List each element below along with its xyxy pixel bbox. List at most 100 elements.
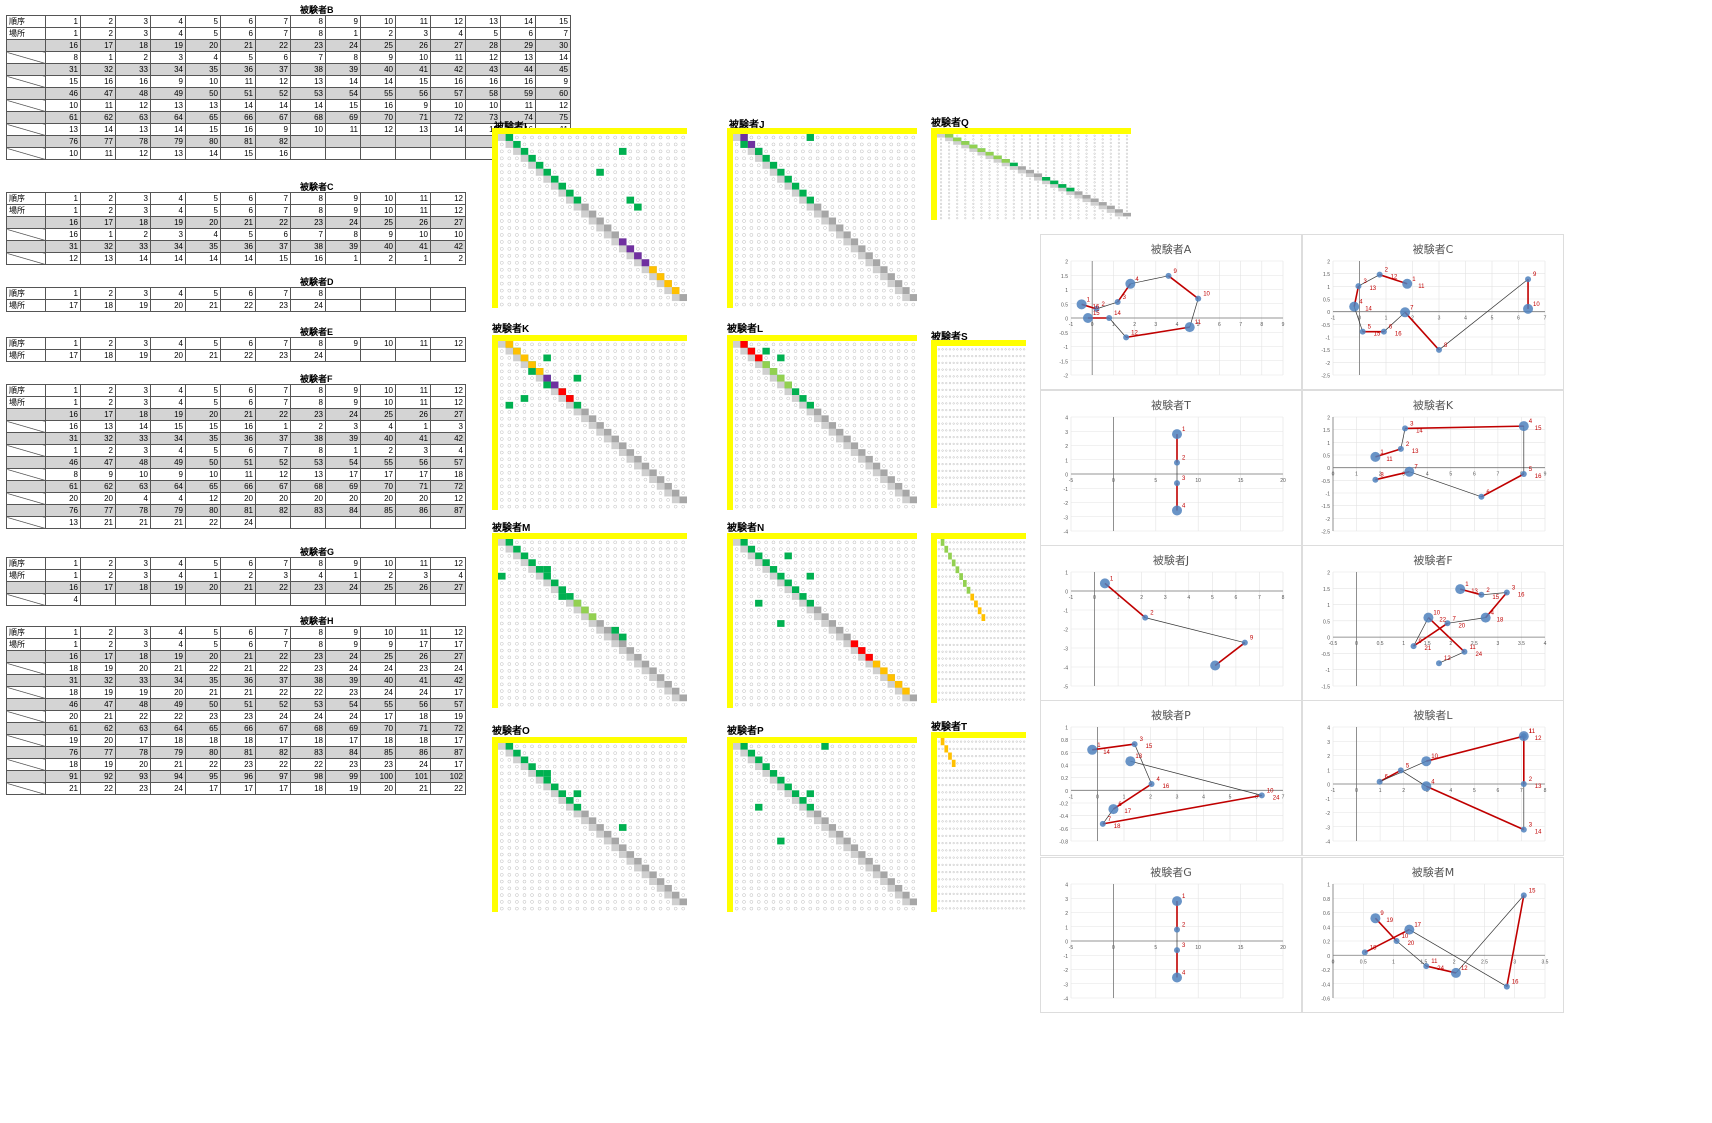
matrix-zero <box>960 415 963 418</box>
matrix-zero <box>815 403 820 407</box>
matrix-zero <box>974 388 978 391</box>
matrix-zero <box>1101 199 1104 202</box>
matrix-zero <box>1019 422 1022 425</box>
matrix-zero <box>522 457 527 462</box>
matrix-zero <box>499 205 504 209</box>
matrix-zero <box>779 219 783 223</box>
table-cell: 9 <box>325 384 361 397</box>
matrix-zero <box>1008 429 1011 432</box>
matrix-zero <box>1012 210 1015 213</box>
table-cell: 48 <box>115 87 151 100</box>
matrix-zero <box>1000 483 1003 486</box>
matrix-zero <box>734 177 739 182</box>
matrix-zero <box>786 295 790 300</box>
matrix-zero <box>530 184 534 188</box>
matrix-zero <box>911 302 916 307</box>
matrix-zero <box>904 471 908 475</box>
matrix-zero <box>956 429 959 432</box>
matrix-cell <box>762 161 770 169</box>
matrix-cell <box>747 140 756 148</box>
matrix-cell <box>1050 184 1059 188</box>
table-cell: 6 <box>220 192 256 205</box>
matrix-zero <box>1045 195 1048 198</box>
matrix-zero <box>636 247 640 251</box>
matrix-zero <box>980 184 983 187</box>
matrix-zero <box>749 170 754 175</box>
matrix-zero <box>530 403 534 407</box>
matrix-zero <box>960 463 963 466</box>
matrix-zero <box>598 491 602 495</box>
table-cell: 34 <box>150 63 186 76</box>
table-cell: 6 <box>220 204 256 217</box>
matrix-zero <box>982 368 985 371</box>
matrix-zero <box>896 274 901 279</box>
matrix-zero <box>786 260 790 265</box>
matrix-zero <box>628 149 633 154</box>
table-cell: 19 <box>80 662 116 675</box>
table-cell <box>430 135 466 148</box>
matrix-zero <box>583 177 587 182</box>
table-cell: 11 <box>80 99 116 112</box>
matrix-zero <box>613 362 617 367</box>
matrix-zero <box>860 142 864 147</box>
table-cell: 20 <box>150 299 186 312</box>
matrix-zero <box>651 444 655 448</box>
matrix-zero <box>830 205 835 209</box>
matrix-zero <box>590 247 595 251</box>
matrix-zero <box>628 560 633 565</box>
matrix-zero <box>867 156 871 161</box>
matrix-zero <box>948 152 951 155</box>
matrix-zero <box>749 504 754 509</box>
matrix-zero <box>507 274 512 279</box>
matrix-zero <box>568 254 572 258</box>
table-cell: 17 <box>80 581 116 594</box>
matrix-zero <box>952 449 955 452</box>
matrix-zero <box>681 369 685 374</box>
table-cell: 12 <box>430 192 466 205</box>
matrix-zero <box>1000 456 1003 459</box>
table-cell: 3 <box>115 444 151 457</box>
matrix-cell <box>813 210 822 218</box>
matrix-zero <box>605 191 610 195</box>
matrix-zero <box>605 163 610 168</box>
matrix-zero <box>1053 156 1056 159</box>
matrix-zero <box>1004 188 1007 191</box>
matrix-zero <box>988 206 991 209</box>
matrix-zero <box>568 444 572 448</box>
matrix-zero <box>937 496 940 499</box>
matrix-zero <box>673 444 678 448</box>
matrix-zero <box>666 254 670 258</box>
matrix-zero <box>823 362 827 367</box>
table-cell: 14 <box>115 420 151 433</box>
matrix-zero <box>867 403 871 407</box>
matrix-zero <box>1125 202 1128 205</box>
table-cell: 17 <box>80 39 116 52</box>
table-cell: 13 <box>185 99 221 112</box>
matrix-cell <box>679 496 687 504</box>
matrix-zero <box>628 170 633 175</box>
matrix-zero <box>889 457 893 462</box>
row-header <box>6 456 46 469</box>
matrix-zero <box>904 369 908 374</box>
matrix-zero <box>815 450 820 455</box>
matrix-zero <box>590 389 595 394</box>
matrix-zero <box>742 219 746 223</box>
matrix-zero <box>779 288 783 293</box>
matrix-zero <box>823 484 827 489</box>
matrix-zero <box>1008 348 1011 351</box>
matrix-zero <box>560 581 564 585</box>
matrix-zero <box>808 267 813 272</box>
matrix-zero <box>658 191 663 195</box>
matrix-zero <box>1019 490 1022 493</box>
matrix-zero <box>613 219 617 223</box>
matrix-zero <box>771 349 776 353</box>
matrix-zero <box>598 601 602 605</box>
matrix-zero <box>530 233 534 237</box>
table-cell: 42 <box>430 432 466 445</box>
table-cell: 19 <box>150 216 186 229</box>
matrix-zero <box>823 198 827 202</box>
matrix-zero <box>643 383 648 387</box>
matrix-cell <box>611 435 619 443</box>
table-cell <box>325 593 361 606</box>
matrix-zero <box>545 135 549 140</box>
